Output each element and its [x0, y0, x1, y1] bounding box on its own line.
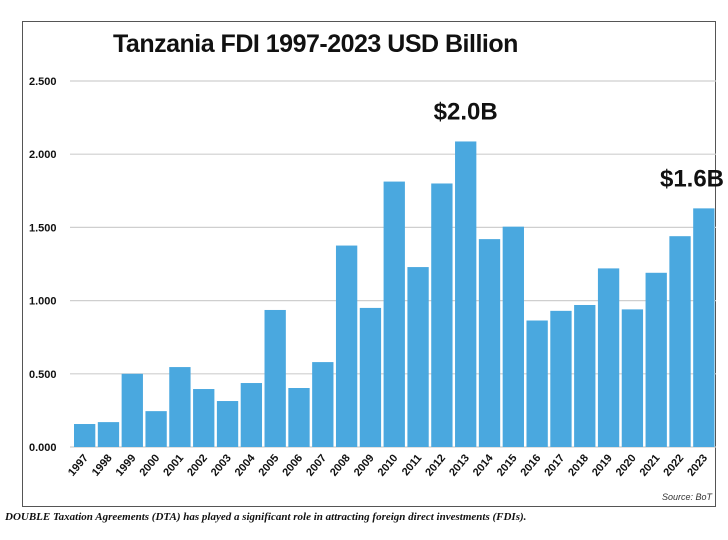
x-tick-label: 2000 [137, 452, 162, 478]
x-tick-label: 2016 [519, 452, 544, 478]
y-tick-label: 1.000 [29, 296, 57, 308]
bar-2006 [288, 388, 310, 447]
x-tick-label: 2017 [542, 452, 567, 478]
bar-2020 [621, 309, 644, 447]
y-tick-label: 1.500 [29, 222, 57, 234]
x-tick-label: 2003 [209, 452, 234, 478]
x-tick-label: 2014 [471, 452, 496, 479]
x-tick-label: 2008 [328, 452, 353, 478]
bar-1999 [121, 373, 143, 447]
bar-2005 [264, 309, 286, 447]
bar-1998 [97, 422, 120, 447]
y-tick-label: 0.500 [29, 369, 57, 381]
x-tick-label: 2019 [590, 452, 615, 478]
y-tick-label: 0.000 [29, 442, 57, 454]
x-tick-label: 2006 [280, 452, 305, 478]
source-note: Source: BoT [662, 492, 714, 502]
x-tick-label: 2023 [685, 452, 710, 478]
x-tick-label: 2001 [161, 452, 186, 478]
x-tick-label: 1997 [66, 452, 91, 478]
bar-2017 [550, 310, 572, 447]
x-tick-label: 2020 [614, 452, 639, 478]
x-tick-label: 2005 [257, 452, 282, 478]
bar-2009 [359, 307, 382, 447]
y-tick-label: 2.000 [29, 149, 57, 161]
x-tick-label: 2012 [423, 452, 448, 478]
chart-frame [22, 21, 716, 507]
bar-2007 [312, 362, 334, 447]
bar-2011 [407, 267, 429, 447]
x-tick-label: 2009 [352, 452, 377, 478]
y-tick-label: 2.500 [29, 76, 57, 88]
bar-2012 [431, 183, 453, 448]
caption: DOUBLE Taxation Agreements (DTA) has pla… [5, 511, 527, 523]
bar-2019 [597, 268, 620, 447]
annotation-2013: $2.0B [434, 98, 498, 125]
bar-2003 [216, 401, 239, 447]
annotation-2023: $1.6B [660, 165, 724, 192]
x-tick-label: 2021 [638, 452, 663, 478]
bar-2015 [502, 226, 524, 447]
bar-1997 [74, 424, 96, 447]
bar-2000 [145, 411, 167, 447]
bar-2023 [693, 208, 715, 447]
x-tick-label: 2022 [661, 452, 686, 478]
chart-title: Tanzania FDI 1997-2023 USD Billion [113, 30, 518, 58]
x-tick-label: 2011 [400, 452, 425, 478]
x-tick-label: 2010 [376, 452, 401, 478]
x-tick-label: 2015 [495, 452, 520, 478]
x-tick-label: 1998 [90, 452, 115, 478]
bar-2008 [335, 245, 358, 447]
bar-chart: Tanzania FDI 1997-2023 USD Billion 0.000… [29, 30, 724, 502]
bar-2013 [455, 141, 477, 447]
bar-2004 [240, 383, 263, 447]
x-tick-label: 2002 [185, 452, 210, 478]
bar-2001 [169, 367, 191, 447]
bar-2016 [526, 320, 548, 447]
bar-2022 [669, 236, 691, 447]
x-tick-label: 2007 [304, 452, 329, 478]
bar-2021 [645, 272, 667, 447]
bar-2002 [193, 389, 215, 447]
bar-2010 [383, 181, 405, 448]
bar-2018 [574, 304, 596, 447]
x-tick-label: 2004 [233, 452, 258, 479]
x-tick-label: 1999 [114, 452, 139, 478]
x-tick-label: 2018 [566, 452, 591, 478]
x-tick-label: 2013 [447, 452, 472, 478]
bar-2014 [478, 239, 501, 447]
